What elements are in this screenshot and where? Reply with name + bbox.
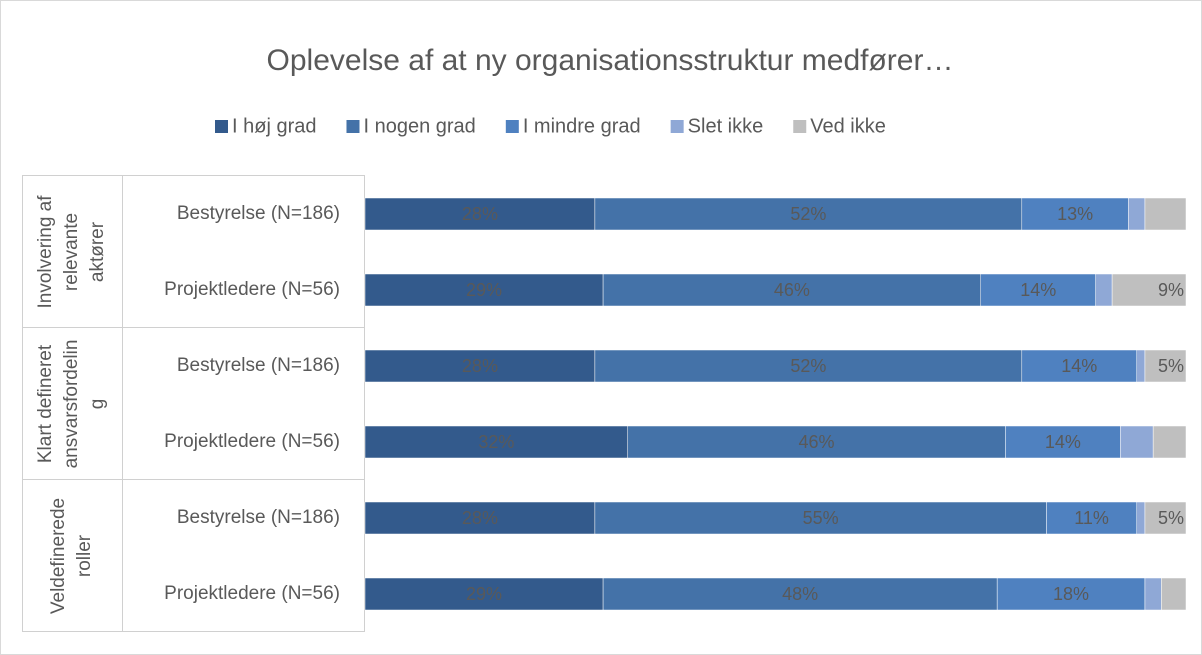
group-label: Klart defineret ansvarsfordelin g — [35, 340, 108, 469]
value-label: 11% — [1074, 508, 1109, 528]
value-label: 32% — [478, 432, 514, 452]
bar-segment — [594, 197, 1023, 231]
group-label: Veldefinerede roller — [48, 498, 95, 614]
value-label: 28% — [462, 204, 498, 224]
bar-segment — [627, 425, 1006, 459]
legend-label: I nogen grad — [363, 115, 475, 137]
category-label: Bestyrelse (N=186) — [177, 355, 340, 376]
value-label: 5% — [1158, 356, 1184, 376]
bar-segment — [1136, 501, 1146, 535]
bar-segment — [602, 577, 998, 611]
bar-segment — [364, 577, 604, 611]
category-label: Bestyrelse (N=186) — [177, 507, 340, 528]
value-label: 29% — [466, 584, 502, 604]
legend-label: I høj grad — [232, 115, 316, 137]
bar-segment — [1161, 577, 1187, 611]
bar-segment — [1152, 425, 1187, 459]
bar-segment — [602, 273, 982, 307]
category-table — [22, 175, 365, 632]
legend-swatch — [505, 120, 519, 133]
bar-segment — [1136, 349, 1146, 383]
bar-segment — [1144, 501, 1187, 535]
bar-segment — [1120, 425, 1154, 459]
bar-segment — [1021, 197, 1129, 231]
group-label-line: relevante — [61, 213, 82, 291]
group-label-line: Klart defineret — [35, 344, 56, 463]
legend-label: Ved ikke — [810, 115, 886, 137]
bar-segment — [1144, 577, 1162, 611]
value-label: 5% — [1158, 508, 1184, 528]
bar-segment — [1005, 425, 1121, 459]
bar-segment — [364, 349, 596, 383]
bar-segment — [364, 501, 596, 535]
bar-segment — [1095, 273, 1113, 307]
bar-segment — [1111, 273, 1187, 307]
value-label: 52% — [790, 204, 826, 224]
value-label: 28% — [462, 508, 498, 528]
group-label-line: g — [87, 399, 108, 410]
bar-segment — [594, 501, 1047, 535]
value-label: 14% — [1061, 356, 1097, 376]
group-label: Involvering af relevante aktører — [35, 195, 108, 309]
value-label: 18% — [1053, 584, 1089, 604]
bar-segment — [594, 349, 1023, 383]
category-label: Projektledere (N=56) — [164, 583, 340, 604]
group-label-line: roller — [74, 534, 95, 577]
value-label: 28% — [462, 356, 498, 376]
value-label: 9% — [1158, 280, 1184, 300]
value-label: 14% — [1020, 280, 1056, 300]
legend-swatch — [793, 120, 807, 133]
value-label: 13% — [1057, 204, 1093, 224]
category-label: Projektledere (N=56) — [164, 279, 340, 300]
category-label: Projektledere (N=56) — [164, 431, 340, 452]
value-label: 46% — [774, 280, 810, 300]
group-label-line: ansvarsfordelin — [61, 340, 82, 469]
group-label-line: Involvering af — [35, 195, 56, 309]
legend-swatch — [215, 120, 228, 133]
value-label: 14% — [1045, 432, 1081, 452]
value-label: 55% — [803, 508, 839, 528]
bar-segment — [1128, 197, 1146, 231]
chart-title: Oplevelse af at ny organisationsstruktur… — [267, 44, 954, 77]
legend-label: I mindre grad — [523, 115, 641, 137]
value-label: 29% — [466, 280, 502, 300]
group-label-line: Veldefinerede — [48, 498, 69, 614]
category-label: Bestyrelse (N=186) — [177, 203, 340, 224]
legend-label: Slet ikke — [688, 115, 764, 137]
value-label: 52% — [790, 356, 826, 376]
bar-segment — [1021, 349, 1137, 383]
value-label: 46% — [799, 432, 835, 452]
legend-swatch — [670, 120, 684, 133]
value-label: 48% — [782, 584, 818, 604]
bar-segment — [364, 197, 596, 231]
bar-segment — [364, 273, 604, 307]
legend-swatch — [346, 120, 360, 133]
bar-segment — [1144, 197, 1187, 231]
bar-segment — [1144, 349, 1187, 383]
bar-segment — [980, 273, 1096, 307]
bar-segment — [364, 425, 628, 459]
group-label-line: aktører — [87, 221, 108, 282]
bar-segment — [1046, 501, 1137, 535]
bar-segment — [996, 577, 1146, 611]
